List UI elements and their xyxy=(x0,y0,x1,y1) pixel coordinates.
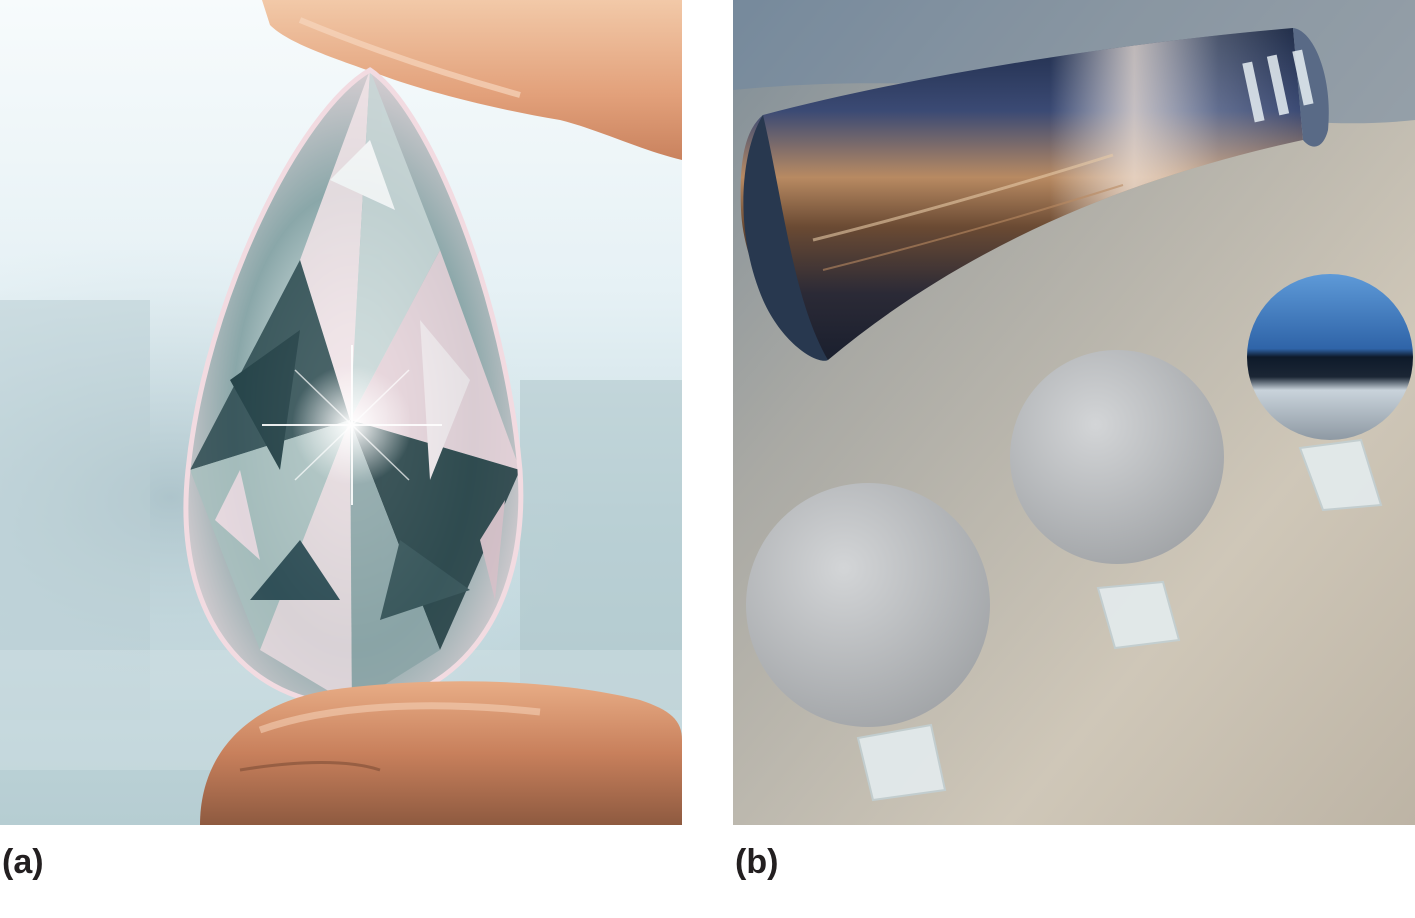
wafer-middle xyxy=(1010,350,1224,650)
silicon-ingot xyxy=(740,28,1329,361)
panel-label-a: (a) xyxy=(2,843,44,881)
photo-panel-a xyxy=(0,0,682,825)
photo-panel-b xyxy=(733,0,1415,825)
diamond-gem xyxy=(183,67,524,708)
panel-label-b: (b) xyxy=(735,843,779,881)
wafer-front xyxy=(746,483,990,802)
diamond-photo xyxy=(0,0,682,825)
silicon-wafer-photo xyxy=(733,0,1415,825)
wafer-polished xyxy=(1247,274,1413,512)
